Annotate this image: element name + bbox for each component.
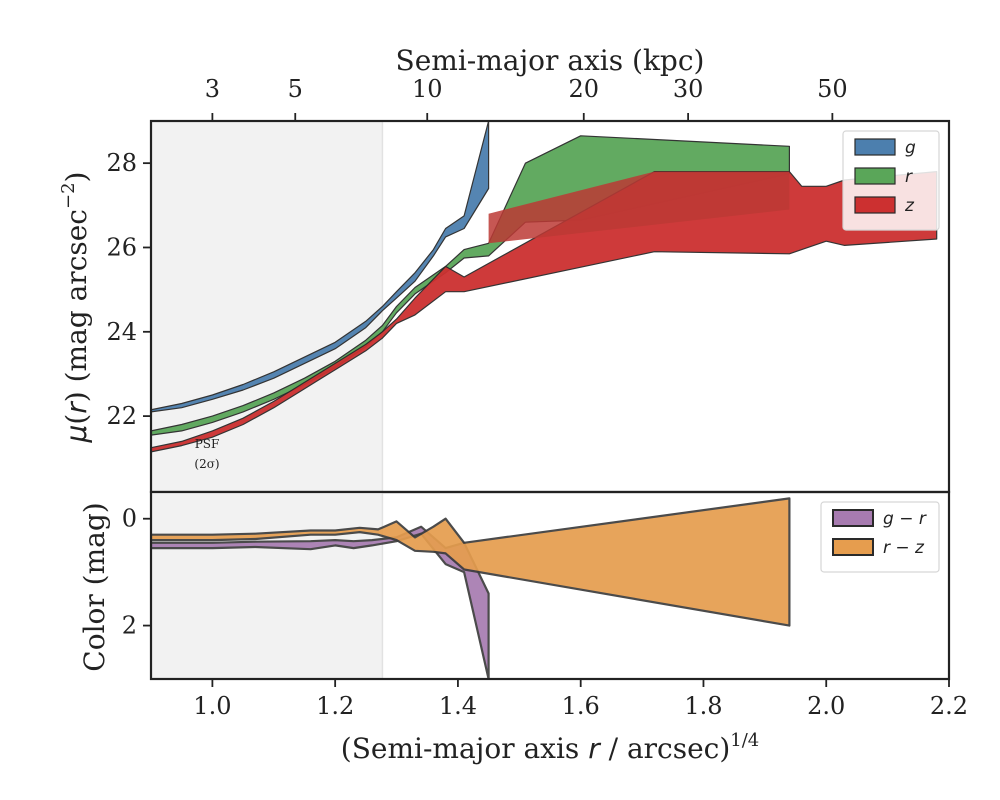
y-tick-label: 0 — [122, 505, 137, 533]
legend-swatch — [832, 509, 874, 527]
x-tick-label: 2.2 — [930, 692, 968, 720]
top-tick-label: 10 — [412, 75, 443, 103]
x-tick-label: 1.6 — [562, 692, 600, 720]
psf-band — [151, 492, 383, 679]
x-tick-label: 1.8 — [684, 692, 722, 720]
psf-band — [151, 121, 383, 492]
bottom-y-axis-title: Color (mag) — [78, 502, 111, 671]
y-tick-label: 26 — [106, 233, 137, 261]
color-profile-panel: 0 2 1.0 1.2 1.4 1.6 1.8 2.0 2.2 g − r r − z — [122, 490, 968, 720]
bottom-axis-title: (Semi-major axis r / arcsec)1/4 — [341, 730, 759, 765]
axes-frame — [149, 490, 951, 681]
x-tick-label: 2.0 — [807, 692, 845, 720]
band-g-profile — [151, 121, 490, 413]
top-tick-label: 3 — [205, 75, 220, 103]
y-tick-label: 2 — [122, 612, 137, 640]
top-y-axis-title: μ(r) (mag arcsec−2) — [58, 172, 93, 444]
legend-swatch — [832, 538, 874, 556]
band-r-outer-patch — [488, 171, 790, 244]
plot-area — [151, 121, 938, 492]
y-tick-label: 28 — [106, 149, 137, 177]
legend-swatch — [854, 138, 896, 156]
legend-label: r − z — [883, 538, 925, 558]
x-tick-label: 1.4 — [439, 692, 477, 720]
top-tick-label: 5 — [288, 75, 303, 103]
x-tick-label: 1.2 — [316, 692, 354, 720]
y-tick-label: 22 — [106, 402, 137, 430]
top-tick-label: 20 — [568, 75, 599, 103]
top-tick-label: 30 — [673, 75, 704, 103]
y-tick-label: 24 — [106, 318, 137, 346]
legend-label: g — [905, 138, 916, 158]
legend-label: r — [905, 167, 913, 187]
legend-swatch — [854, 167, 896, 185]
band-gr-color — [151, 525, 490, 679]
surface-brightness-panel: 22 24 26 28 3 5 10 20 30 50 PSF (2σ) grz — [106, 75, 951, 494]
psf-label: PSF — [195, 437, 220, 451]
plot-area — [151, 492, 791, 679]
psf-label-sigma: (2σ) — [194, 457, 219, 471]
legend-label: z — [904, 196, 915, 216]
top-axis-title: Semi-major axis (kpc) — [396, 44, 705, 77]
top-tick-label: 50 — [817, 75, 848, 103]
legend-swatch — [854, 196, 896, 214]
legend-label: g − r — [883, 509, 927, 529]
x-tick-label: 1.0 — [193, 692, 231, 720]
band-rz-color — [151, 497, 791, 627]
axis-labels: Semi-major axis (kpc) (Semi-major axis r… — [58, 44, 759, 765]
